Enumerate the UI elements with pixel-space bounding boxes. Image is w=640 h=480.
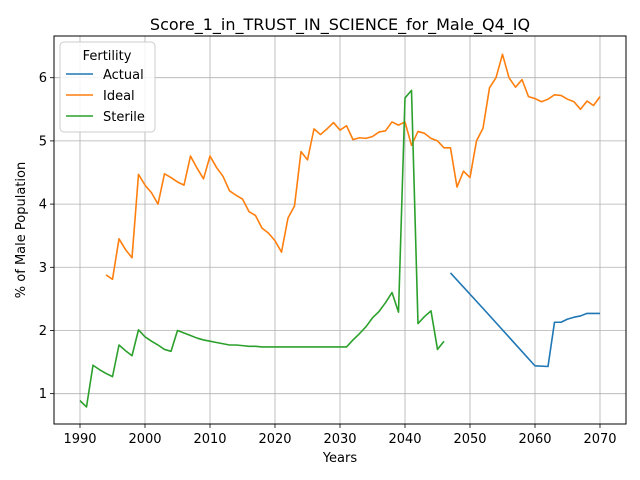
y-tick-label: 4 — [39, 198, 47, 213]
x-tick-label: 2050 — [453, 432, 486, 447]
legend-label-ideal: Ideal — [103, 89, 135, 104]
legend-title: Fertility — [83, 49, 132, 64]
x-tick-label: 2070 — [583, 432, 616, 447]
series-line-actual — [449, 272, 600, 368]
series-lines — [79, 53, 601, 408]
x-tick-label: 2040 — [388, 432, 421, 447]
y-tick-label: 5 — [39, 134, 47, 149]
y-tick-label: 3 — [39, 261, 47, 276]
x-tick-label: 1990 — [63, 432, 96, 447]
x-tick-label: 2000 — [128, 432, 161, 447]
series-line-ideal — [105, 53, 601, 281]
y-axis-label: % of Male Population — [14, 162, 29, 298]
legend-label-sterile: Sterile — [103, 110, 145, 125]
legend-entries: Actual Ideal Sterile — [66, 68, 145, 125]
x-tick-label: 2060 — [518, 432, 551, 447]
chart-title: Score_1_in_TRUST_IN_SCIENCE_for_Male_Q4_… — [150, 15, 530, 35]
y-tick-label: 2 — [39, 324, 47, 339]
x-axis-label: Years — [322, 451, 358, 466]
series-line-sterile — [79, 89, 445, 408]
grid — [54, 36, 626, 424]
legend-box — [59, 41, 156, 133]
y-tick-label: 1 — [39, 387, 47, 402]
axis-ticks: 1990 2000 2010 2020 2030 2040 2050 2060 2070 1 2 3 4… — [39, 71, 617, 447]
x-tick-label: 2010 — [193, 432, 226, 447]
legend: Fertility Actual Ideal Sterile — [59, 41, 156, 133]
legend-label-actual: Actual — [103, 68, 144, 83]
y-tick-label: 6 — [39, 71, 47, 86]
x-tick-label: 2030 — [323, 432, 356, 447]
x-tick-label: 2020 — [258, 432, 291, 447]
